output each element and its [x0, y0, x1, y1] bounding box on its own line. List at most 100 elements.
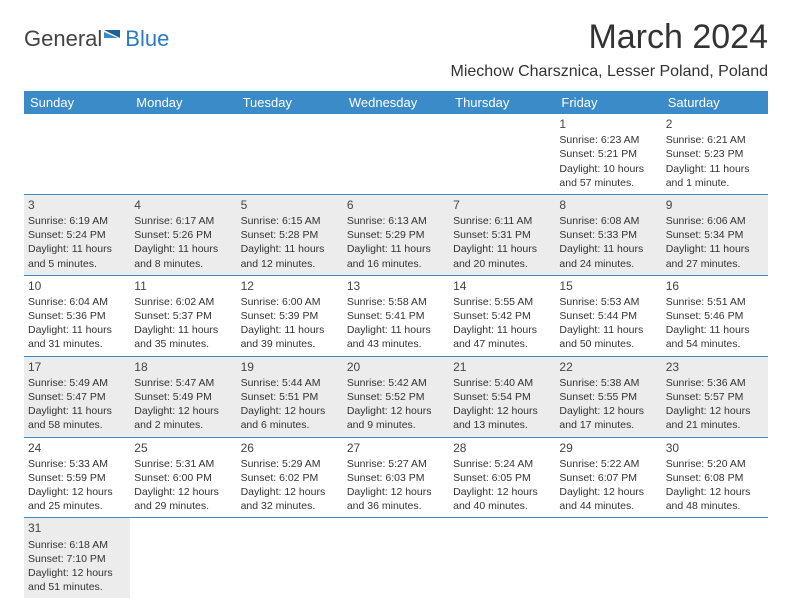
daylight-line: and 8 minutes.: [134, 257, 232, 271]
day-number: 27: [347, 440, 445, 456]
day-number: 13: [347, 278, 445, 294]
day-number: 11: [134, 278, 232, 294]
sunrise-line: Sunrise: 6:00 AM: [241, 295, 339, 309]
daylight-line: Daylight: 11 hours: [666, 323, 764, 337]
daylight-line: Daylight: 12 hours: [559, 404, 657, 418]
daylight-line: and 50 minutes.: [559, 337, 657, 351]
sunrise-line: Sunrise: 5:49 AM: [28, 376, 126, 390]
day-number: 19: [241, 359, 339, 375]
sunrise-line: Sunrise: 5:53 AM: [559, 295, 657, 309]
empty-cell: [555, 518, 661, 598]
sunrise-line: Sunrise: 6:15 AM: [241, 214, 339, 228]
calendar-week-row: 10Sunrise: 6:04 AMSunset: 5:36 PMDayligh…: [24, 275, 768, 356]
sunset-line: Sunset: 5:29 PM: [347, 228, 445, 242]
sunset-line: Sunset: 5:31 PM: [453, 228, 551, 242]
logo-text-blue: Blue: [125, 26, 169, 52]
sunrise-line: Sunrise: 6:06 AM: [666, 214, 764, 228]
daylight-line: and 31 minutes.: [28, 337, 126, 351]
sunrise-line: Sunrise: 5:38 AM: [559, 376, 657, 390]
day-number: 18: [134, 359, 232, 375]
daylight-line: Daylight: 11 hours: [559, 242, 657, 256]
sunrise-line: Sunrise: 5:58 AM: [347, 295, 445, 309]
day-number: 28: [453, 440, 551, 456]
day-cell: 20Sunrise: 5:42 AMSunset: 5:52 PMDayligh…: [343, 356, 449, 437]
header: GeneralBlue March 2024 Miechow Charsznic…: [24, 18, 768, 87]
day-cell: 6Sunrise: 6:13 AMSunset: 5:29 PMDaylight…: [343, 194, 449, 275]
weekday-sunday: Sunday: [24, 91, 130, 114]
sunrise-line: Sunrise: 5:47 AM: [134, 376, 232, 390]
day-number: 31: [28, 520, 126, 536]
daylight-line: and 32 minutes.: [241, 499, 339, 513]
sunrise-line: Sunrise: 6:17 AM: [134, 214, 232, 228]
day-cell: 13Sunrise: 5:58 AMSunset: 5:41 PMDayligh…: [343, 275, 449, 356]
daylight-line: Daylight: 11 hours: [134, 242, 232, 256]
daylight-line: Daylight: 12 hours: [241, 404, 339, 418]
day-cell: 1Sunrise: 6:23 AMSunset: 5:21 PMDaylight…: [555, 114, 661, 194]
empty-cell: [24, 114, 130, 194]
daylight-line: Daylight: 12 hours: [28, 485, 126, 499]
daylight-line: Daylight: 11 hours: [559, 323, 657, 337]
daylight-line: and 58 minutes.: [28, 418, 126, 432]
sunrise-line: Sunrise: 5:29 AM: [241, 457, 339, 471]
day-cell: 18Sunrise: 5:47 AMSunset: 5:49 PMDayligh…: [130, 356, 236, 437]
month-title: March 2024: [451, 18, 769, 57]
day-cell: 5Sunrise: 6:15 AMSunset: 5:28 PMDaylight…: [237, 194, 343, 275]
sunrise-line: Sunrise: 5:27 AM: [347, 457, 445, 471]
daylight-line: and 51 minutes.: [28, 580, 126, 594]
day-cell: 16Sunrise: 5:51 AMSunset: 5:46 PMDayligh…: [662, 275, 768, 356]
day-number: 6: [347, 197, 445, 213]
sunset-line: Sunset: 5:24 PM: [28, 228, 126, 242]
empty-cell: [237, 114, 343, 194]
daylight-line: Daylight: 12 hours: [347, 404, 445, 418]
daylight-line: and 43 minutes.: [347, 337, 445, 351]
daylight-line: and 5 minutes.: [28, 257, 126, 271]
calendar-week-row: 17Sunrise: 5:49 AMSunset: 5:47 PM Dayligh…: [24, 356, 768, 437]
daylight-line: and 27 minutes.: [666, 257, 764, 271]
sunset-line: Sunset: 5:42 PM: [453, 309, 551, 323]
sunset-line: Sunset: 6:02 PM: [241, 471, 339, 485]
sunset-line: Sunset: 5:23 PM: [666, 147, 764, 161]
day-cell: 12Sunrise: 6:00 AMSunset: 5:39 PMDayligh…: [237, 275, 343, 356]
daylight-line: Daylight: 12 hours: [134, 485, 232, 499]
daylight-line: Daylight: 12 hours: [666, 404, 764, 418]
sunrise-line: Sunrise: 5:55 AM: [453, 295, 551, 309]
daylight-line: Daylight: 12 hours: [241, 485, 339, 499]
sunset-line: Sunset: 5:49 PM: [134, 390, 232, 404]
day-number: 15: [559, 278, 657, 294]
day-number: 26: [241, 440, 339, 456]
sunset-line: Sunset: 5:51 PM: [241, 390, 339, 404]
sunrise-line: Sunrise: 5:22 AM: [559, 457, 657, 471]
weekday-monday: Monday: [130, 91, 236, 114]
day-cell: 11Sunrise: 6:02 AMSunset: 5:37 PMDayligh…: [130, 275, 236, 356]
sunset-line: Sunset: 6:05 PM: [453, 471, 551, 485]
sunset-line: Sunset: 5:21 PM: [559, 147, 657, 161]
day-cell: 24Sunrise: 5:33 AMSunset: 5:59 PMDayligh…: [24, 437, 130, 518]
sunset-line: Sunset: 5:41 PM: [347, 309, 445, 323]
calendar-page: GeneralBlue March 2024 Miechow Charsznic…: [0, 0, 792, 608]
sunset-line: Sunset: 6:08 PM: [666, 471, 764, 485]
day-cell: 3Sunrise: 6:19 AMSunset: 5:24 PMDaylight…: [24, 194, 130, 275]
day-cell: 2Sunrise: 6:21 AMSunset: 5:23 PMDaylight…: [662, 114, 768, 194]
sunset-line: Sunset: 6:03 PM: [347, 471, 445, 485]
day-cell: 22Sunrise: 5:38 AMSunset: 5:55 PMDayligh…: [555, 356, 661, 437]
day-number: 17: [28, 359, 126, 375]
empty-cell: [130, 114, 236, 194]
weekday-wednesday: Wednesday: [343, 91, 449, 114]
sunrise-line: Sunrise: 5:40 AM: [453, 376, 551, 390]
daylight-line: and 21 minutes.: [666, 418, 764, 432]
daylight-line: and 47 minutes.: [453, 337, 551, 351]
sunset-line: Sunset: 5:47 PM: [28, 390, 126, 404]
logo-flag-icon: [104, 26, 124, 52]
day-cell: 23Sunrise: 5:36 AMSunset: 5:57 PMDayligh…: [662, 356, 768, 437]
sunrise-line: Sunrise: 6:23 AM: [559, 133, 657, 147]
day-number: 9: [666, 197, 764, 213]
calendar-week-row: 24Sunrise: 5:33 AMSunset: 5:59 PMDayligh…: [24, 437, 768, 518]
daylight-line: Daylight: 12 hours: [559, 485, 657, 499]
sunset-line: Sunset: 6:07 PM: [559, 471, 657, 485]
calendar-body: 1Sunrise: 6:23 AMSunset: 5:21 PMDaylight…: [24, 114, 768, 598]
title-block: March 2024 Miechow Charsznica, Lesser Po…: [451, 18, 769, 87]
day-number: 23: [666, 359, 764, 375]
daylight-line: Daylight: 12 hours: [347, 485, 445, 499]
sunrise-line: Sunrise: 5:33 AM: [28, 457, 126, 471]
weekday-friday: Friday: [555, 91, 661, 114]
